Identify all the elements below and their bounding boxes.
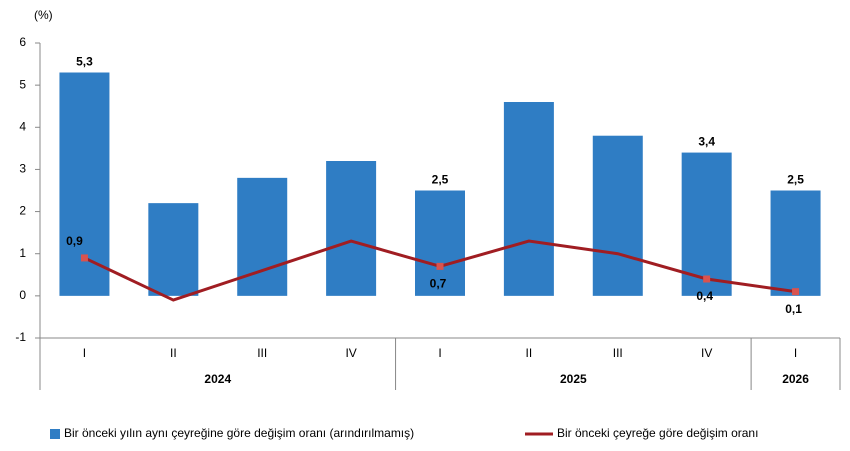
x-tick-label: II xyxy=(170,346,177,360)
line-marker xyxy=(703,275,711,283)
bar xyxy=(237,177,288,296)
group-label: 2026 xyxy=(782,372,809,386)
line-value-label: 0,9 xyxy=(66,234,83,248)
line-marker xyxy=(80,254,88,262)
x-tick-label: IV xyxy=(345,346,356,360)
x-tick-label: I xyxy=(794,346,797,360)
x-tick-label: IV xyxy=(701,346,712,360)
x-tick-label: III xyxy=(257,346,267,360)
y-tick-label: 3 xyxy=(19,162,26,176)
line-marker xyxy=(436,262,444,270)
bar xyxy=(59,72,110,296)
line-value-label: 0,1 xyxy=(785,302,802,316)
y-tick-label: 5 xyxy=(19,77,26,91)
x-tick-label: II xyxy=(526,346,533,360)
bar xyxy=(681,152,732,296)
legend-label: Bir önceki yılın aynı çeyreğine göre değ… xyxy=(64,426,414,440)
bar-value-label: 5,3 xyxy=(76,55,93,69)
bar xyxy=(326,161,377,296)
bar-value-label: 3,4 xyxy=(698,135,715,149)
bar-value-label: 2,5 xyxy=(432,173,449,187)
x-tick-label: I xyxy=(438,346,441,360)
group-label: 2025 xyxy=(560,372,587,386)
bar xyxy=(503,102,554,296)
line-marker xyxy=(792,288,800,296)
legend-swatch xyxy=(50,429,60,439)
y-tick-label: -1 xyxy=(15,330,26,344)
bar xyxy=(592,135,643,296)
y-tick-label: 2 xyxy=(19,204,26,218)
y-axis-label: (%) xyxy=(34,8,53,22)
y-tick-label: 1 xyxy=(19,246,26,260)
x-tick-label: I xyxy=(83,346,86,360)
bar xyxy=(770,190,821,296)
y-tick-label: 6 xyxy=(19,35,26,49)
bar xyxy=(415,190,465,296)
group-label: 2024 xyxy=(204,372,231,386)
y-tick-label: 0 xyxy=(19,288,26,302)
y-tick-label: 4 xyxy=(19,119,26,133)
legend-label: Bir önceki çeyreğe göre değişim oranı xyxy=(557,426,758,440)
bar xyxy=(148,203,199,296)
x-tick-label: III xyxy=(613,346,623,360)
line-value-label: 0,7 xyxy=(430,277,447,291)
line-value-label: 0,4 xyxy=(696,289,713,303)
bar-value-label: 2,5 xyxy=(787,173,804,187)
